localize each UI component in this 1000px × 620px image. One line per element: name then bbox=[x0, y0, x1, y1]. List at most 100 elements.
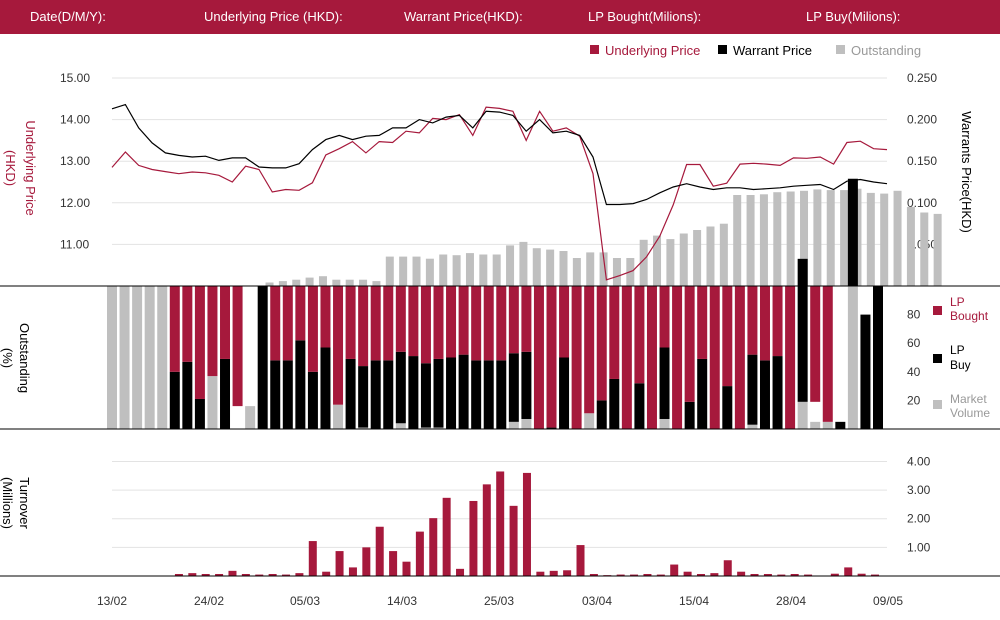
lp-bought-bar bbox=[759, 286, 770, 361]
outstanding-bar bbox=[399, 256, 408, 286]
turnover-bar bbox=[616, 574, 625, 576]
lp-bought-bar bbox=[471, 286, 482, 361]
lp-bought-bar bbox=[584, 286, 595, 414]
lp-bought-bar bbox=[709, 286, 720, 429]
turnover-bar bbox=[375, 526, 384, 576]
legend-warrant: Warrant Price bbox=[733, 43, 812, 58]
turnover-bar bbox=[790, 573, 799, 576]
lp-bought-bar bbox=[320, 286, 331, 348]
x-tick-label: 14/03 bbox=[387, 594, 417, 608]
outstanding-bar bbox=[639, 239, 648, 286]
lp-bought-bar bbox=[747, 286, 758, 355]
lp-buy-bar bbox=[546, 427, 557, 429]
turnover-chart: 4.00 3.00 2.00 1.00 Turnover (Millions) 13/… bbox=[0, 454, 1000, 608]
outstanding-bar bbox=[693, 230, 702, 286]
lp-buy-bar bbox=[307, 371, 318, 429]
lp-bought-bar bbox=[345, 286, 356, 359]
turnover-bar bbox=[750, 573, 759, 576]
lp-bought-bar bbox=[307, 286, 318, 372]
lp-buy-bar bbox=[772, 356, 783, 429]
turnover-bar bbox=[656, 574, 665, 576]
turnover-bar bbox=[482, 484, 491, 576]
lp-bought-bar bbox=[634, 286, 645, 384]
market-volume-bar bbox=[144, 286, 155, 429]
legend-lp-buy-line1: LP bbox=[950, 343, 965, 357]
legend-underlying: Underlying Price bbox=[605, 43, 700, 58]
outstanding-bar bbox=[425, 258, 434, 286]
turnover-bar bbox=[188, 573, 197, 576]
price-ytick-left: 15.00 bbox=[60, 71, 90, 85]
lp-buy-bar bbox=[747, 354, 758, 425]
market-volume-bar bbox=[797, 401, 808, 429]
lp-buy-bar bbox=[508, 353, 519, 422]
lp-bought-bar bbox=[433, 286, 444, 359]
outstanding-bar bbox=[318, 276, 327, 286]
turnover-bar bbox=[522, 472, 531, 576]
market-volume-bar bbox=[521, 418, 532, 429]
lp-buy-bar bbox=[847, 178, 858, 286]
outstanding-bar bbox=[813, 189, 822, 286]
lp-bought-bar bbox=[232, 286, 243, 407]
outstanding-bar bbox=[880, 193, 889, 286]
market-volume-bar bbox=[207, 376, 218, 429]
turnover-bar bbox=[335, 551, 344, 576]
turnover-ytick: 2.00 bbox=[907, 512, 931, 526]
turnover-ytick: 4.00 bbox=[907, 454, 931, 468]
lp-buy-bar bbox=[759, 360, 770, 429]
outstanding-ytick: 20 bbox=[907, 393, 921, 407]
lp-bought-bar bbox=[370, 286, 381, 361]
outstanding-bar bbox=[359, 279, 368, 286]
lp-bought-bar bbox=[446, 286, 457, 358]
lp-bought-bar bbox=[521, 286, 532, 352]
outstanding-bar bbox=[345, 279, 354, 286]
lp-bought-bar bbox=[559, 286, 570, 358]
legend-underlying-swatch bbox=[590, 45, 599, 54]
lp-buy-bar bbox=[634, 383, 645, 429]
lp-bought-bar bbox=[420, 286, 431, 364]
lp-buy-bar bbox=[596, 400, 607, 429]
outstanding-bar bbox=[612, 258, 621, 286]
market-volume-bar bbox=[107, 286, 117, 429]
turnover-bar bbox=[643, 573, 652, 576]
turnover-axis-title-line2: (Millions) bbox=[0, 477, 15, 529]
outstanding-bar bbox=[920, 212, 929, 286]
turnover-bar bbox=[871, 574, 879, 576]
x-tick-label: 24/02 bbox=[194, 594, 224, 608]
market-volume-bar bbox=[132, 286, 143, 429]
underlying-price-line bbox=[111, 106, 888, 281]
lp-buy-bar bbox=[458, 354, 469, 429]
lp-buy-bar bbox=[169, 371, 180, 429]
turnover-bar bbox=[844, 567, 853, 576]
turnover-bar bbox=[255, 574, 264, 576]
lp-bought-bar bbox=[169, 286, 180, 372]
lp-buy-bar bbox=[220, 358, 231, 429]
outstanding-bar bbox=[733, 195, 742, 286]
outstanding-bar bbox=[559, 251, 568, 286]
lp-bought-bar bbox=[697, 286, 708, 359]
outstanding-axis-title-line1: Outstanding bbox=[17, 323, 32, 393]
turnover-bar bbox=[710, 573, 719, 576]
warrant-axis-title: Warrants Price(HKD) bbox=[959, 111, 974, 233]
market-volume-bar bbox=[508, 421, 519, 429]
turnover-bar bbox=[536, 571, 545, 576]
outstanding-chart: 80 60 40 20 Outstanding (%) LP Bought LP Bu… bbox=[0, 178, 1000, 430]
outstanding-bar bbox=[546, 249, 555, 286]
market-volume-bar bbox=[358, 427, 369, 429]
lp-buy-label: LP Buy(Milions): bbox=[806, 9, 901, 24]
outstanding-bar bbox=[826, 190, 835, 286]
lp-buy-bar bbox=[408, 356, 419, 429]
outstanding-bar bbox=[773, 192, 782, 286]
turnover-bar bbox=[589, 573, 598, 576]
outstanding-ytick: 60 bbox=[907, 336, 921, 350]
lp-bought-bar bbox=[722, 286, 733, 387]
lp-bought-bar bbox=[621, 286, 632, 429]
outstanding-bar bbox=[439, 254, 448, 286]
legend-lp-buy-swatch bbox=[933, 354, 942, 363]
lp-buy-bar bbox=[270, 360, 281, 429]
lp-bought-bar bbox=[182, 286, 193, 362]
outstanding-bar bbox=[800, 190, 809, 286]
price-ytick-right: 0.150 bbox=[907, 154, 937, 168]
lp-bought-bar bbox=[533, 286, 544, 429]
lp-bought-bar bbox=[822, 286, 833, 422]
lp-bought-bar bbox=[546, 286, 557, 428]
